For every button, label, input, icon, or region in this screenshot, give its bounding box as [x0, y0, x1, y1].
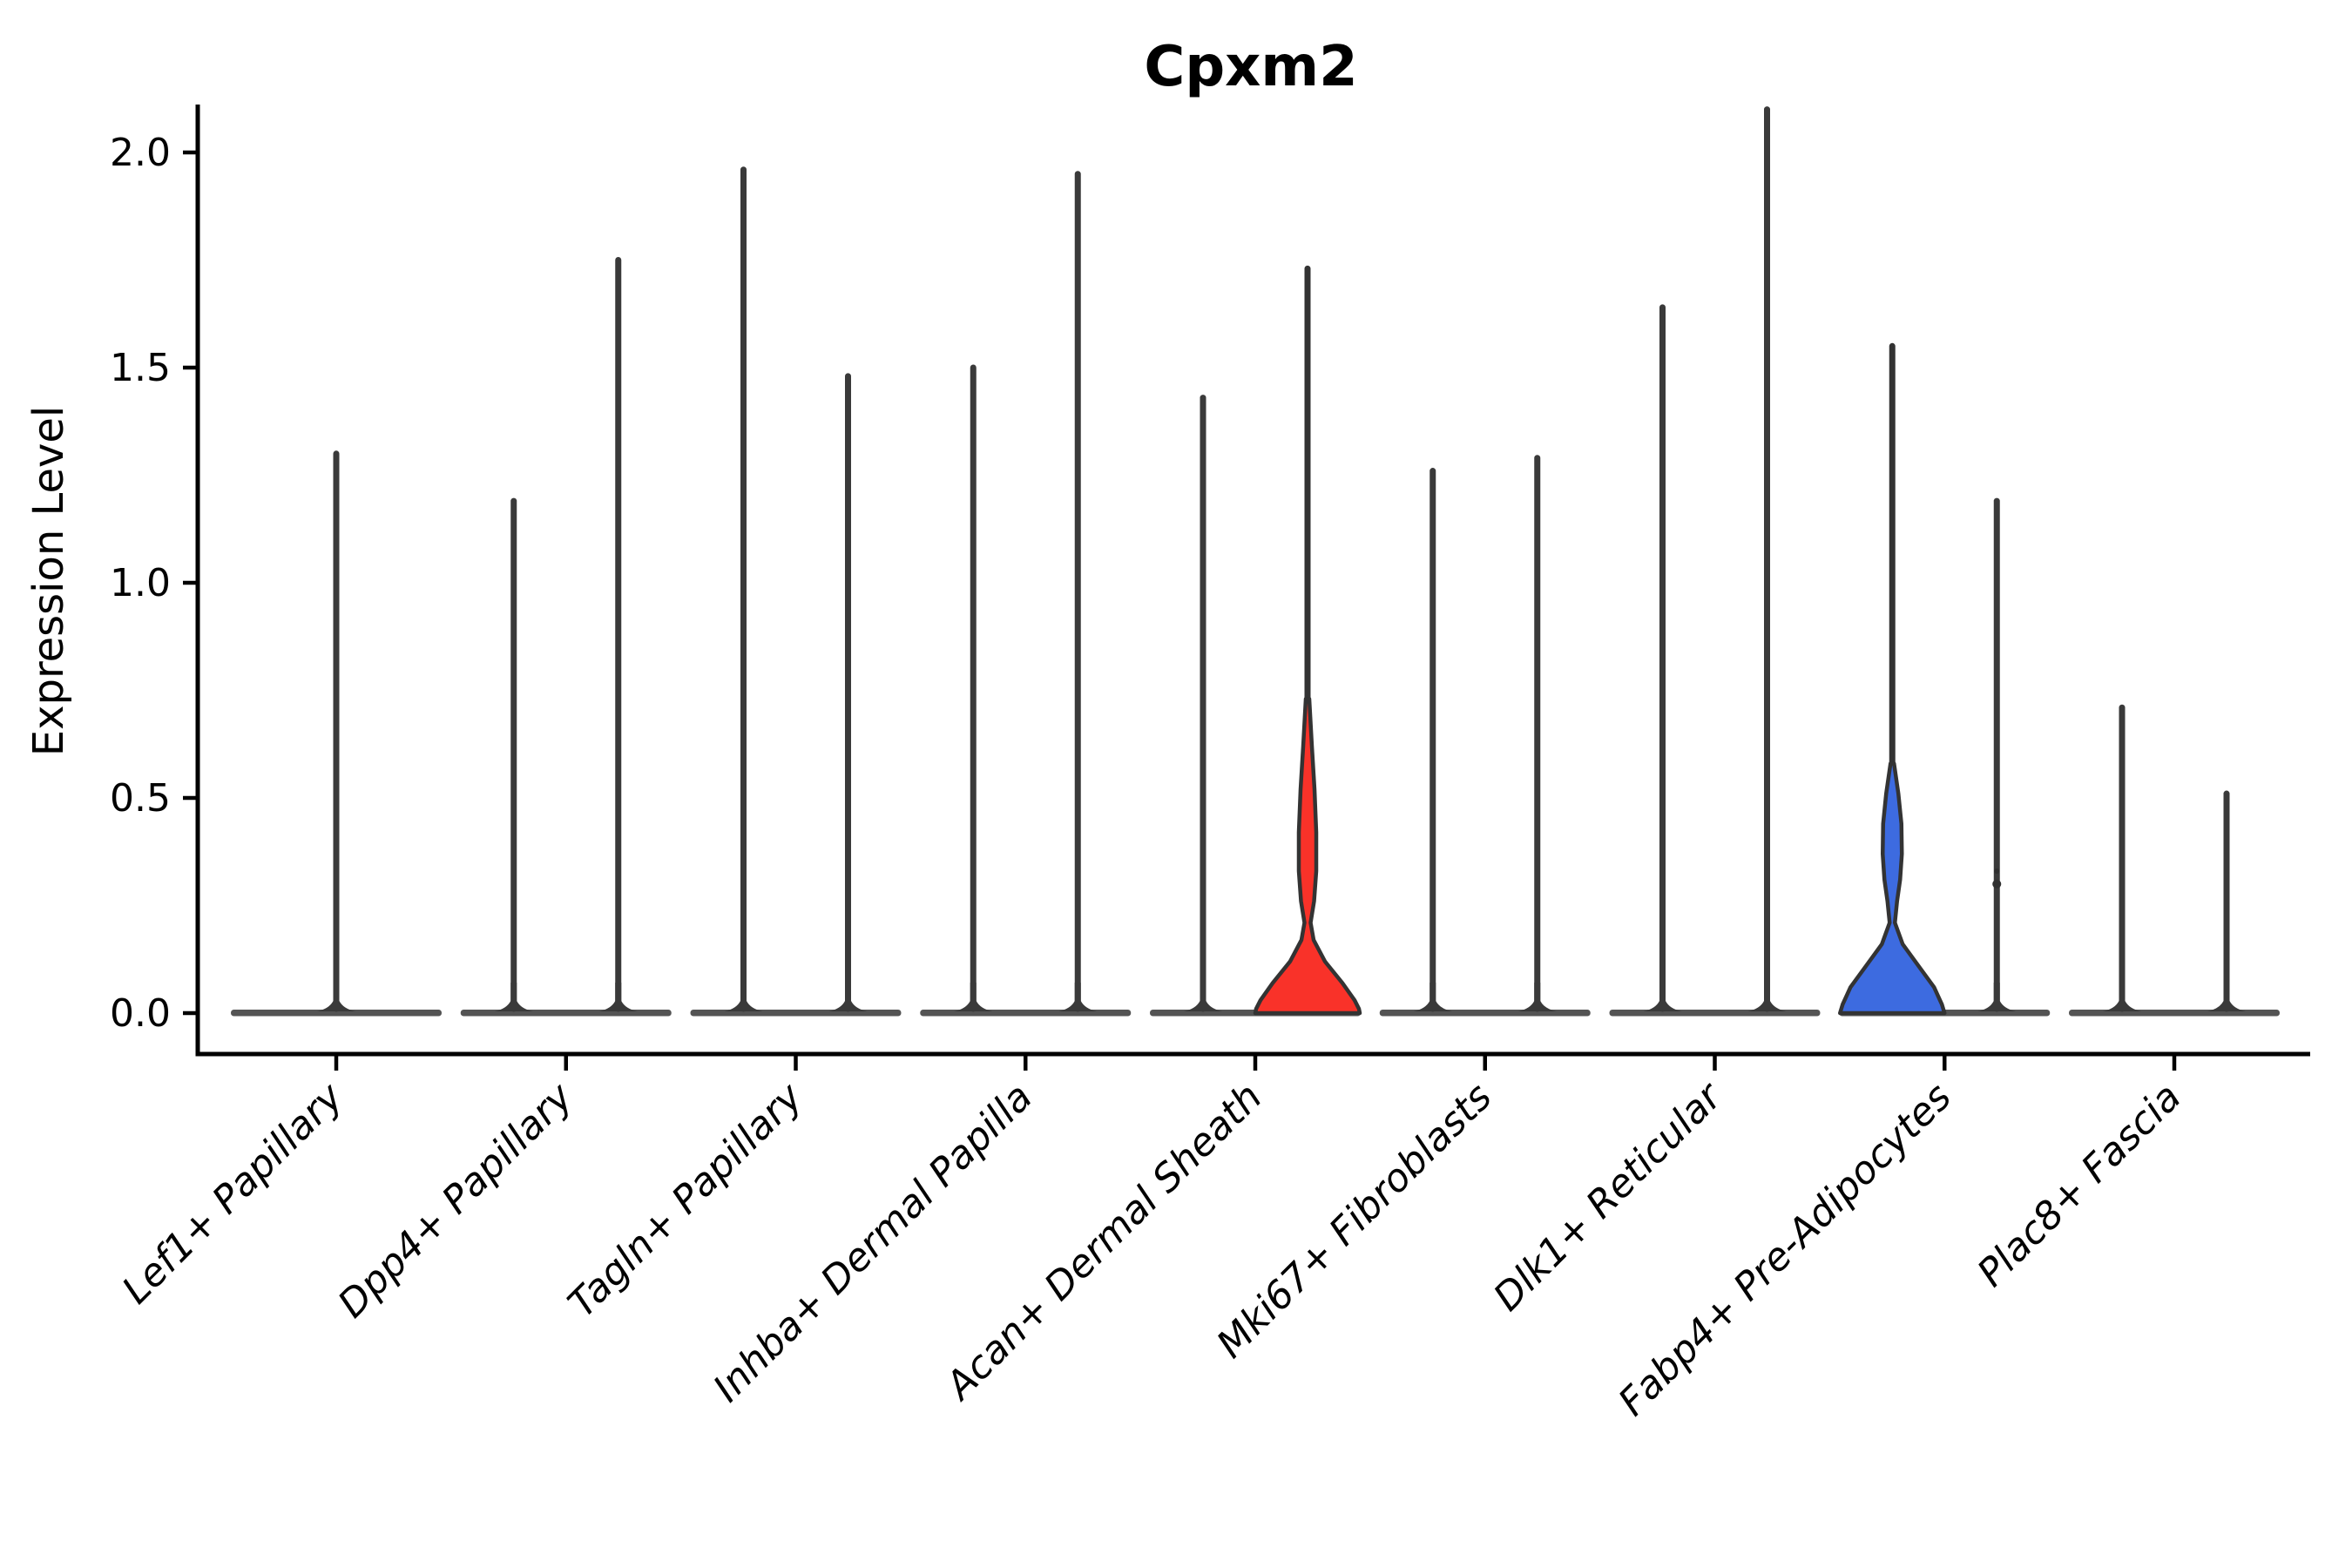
violin-baseline: [2069, 1010, 2280, 1017]
violin-baseline: [1379, 1010, 1591, 1017]
y-tick-label: 0.5: [110, 776, 171, 821]
violin-spike-foot: [317, 983, 355, 1011]
y-tick-label: 0.0: [110, 991, 171, 1036]
violin-baseline: [460, 1010, 672, 1017]
y-tick-label: 1.5: [110, 346, 171, 390]
violin-spike-foot: [1058, 983, 1098, 1011]
y-axis-label: Expression Level: [24, 406, 73, 757]
x-tick-label: Dlk1+ Reticular: [1485, 1073, 1732, 1320]
violin-spike-foot: [598, 983, 638, 1011]
violin-spike-foot: [1413, 983, 1452, 1011]
violin-spike-foot: [1643, 983, 1682, 1011]
violin-baseline: [1609, 1010, 1821, 1017]
violin-spike-foot: [494, 983, 533, 1011]
violin-body: [1253, 697, 1362, 1016]
outlier-point: [1992, 879, 2002, 889]
violin-spike-foot: [1517, 983, 1557, 1011]
violin-spike-foot: [1747, 983, 1787, 1011]
x-tick-label: Dpp4+ Papillary: [329, 1074, 582, 1327]
outlier-point: [1994, 868, 2000, 874]
violin-baseline: [231, 1010, 442, 1017]
x-tick-label: Lef1+ Papillary: [114, 1074, 353, 1313]
violin-spike-foot: [2103, 983, 2141, 1011]
violin-spike-foot: [1184, 983, 1222, 1011]
y-tick-label: 1.0: [110, 561, 171, 605]
violin-spike-foot: [724, 983, 763, 1011]
violin-baseline: [920, 1010, 1132, 1017]
violin-spike-foot: [2207, 983, 2246, 1011]
violin-baseline: [690, 1010, 902, 1017]
x-tick-label: Plac8+ Fascia: [1969, 1075, 2189, 1295]
violin-spike-foot: [1977, 983, 2017, 1011]
y-tick-label: 2.0: [110, 131, 171, 175]
violin-body: [1838, 761, 1947, 1016]
x-tick-label: Tagln+ Papillary: [560, 1074, 812, 1326]
violin-spike-foot: [828, 983, 868, 1011]
chart-title: Cpxm2: [1144, 35, 1357, 99]
violin-spike-foot: [954, 983, 993, 1011]
